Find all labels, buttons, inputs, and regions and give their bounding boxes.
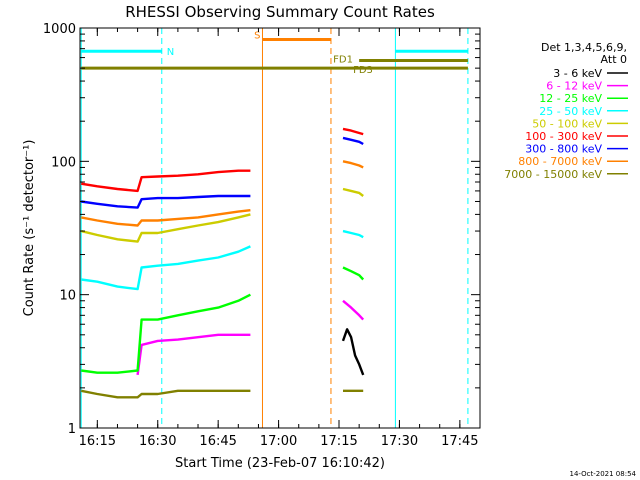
legend-entry-label: 3 - 6 keV — [553, 67, 602, 80]
legend-entry-label: 100 - 300 keV — [525, 130, 602, 143]
axis-ticks: 16:15 16:30 16:45 17:00 17:15 17:30 17:45 1 10 10… — [43, 22, 481, 449]
x-tick-label: 17:00 — [260, 434, 297, 449]
y-tick-label: 10 — [59, 289, 76, 304]
series-line-50-100-kev — [80, 187, 364, 243]
x-tick-label: 17:15 — [320, 434, 357, 449]
series-line-100-300-kev — [81, 127, 364, 193]
legend-entry-label: 7000 - 15000 keV — [504, 168, 602, 181]
y-axis-label: Count Rate (s⁻¹ detector⁻¹) — [22, 140, 37, 317]
series-line-6-12-kev — [136, 299, 365, 376]
timestamp: 14-Oct-2021 08:54 — [570, 470, 637, 478]
series-line-7000-15000-kev — [80, 389, 364, 399]
series-line-300-800-kev — [81, 136, 364, 209]
x-tick-label: 16:30 — [139, 434, 176, 449]
y-tick-label: 1 — [68, 422, 76, 437]
y-tick-label: 1000 — [43, 22, 76, 37]
legend-entry-label: 25 - 50 keV — [539, 105, 602, 118]
x-tick-label: 17:30 — [381, 434, 418, 449]
plot-frame — [79, 27, 481, 429]
legend-entry-label: 12 - 25 keV — [539, 92, 602, 105]
series-line-12-25-kev — [81, 266, 365, 374]
x-tick-label: 16:15 — [79, 434, 116, 449]
legend-entry-label: 800 - 7000 keV — [518, 155, 602, 168]
legend-entry-label: 50 - 100 keV — [532, 117, 602, 130]
y-tick-label: 100 — [51, 155, 76, 170]
legend-header: Det 1,3,4,5,6,9, — [541, 41, 627, 54]
x-axis-label: Start Time (23-Feb-07 16:10:42) — [175, 456, 385, 471]
flag-label: FD1 — [333, 55, 353, 66]
series-line-25-50-kev — [81, 229, 364, 291]
legend-header: Att 0 — [601, 53, 627, 66]
legend-entry-label: 6 - 12 keV — [546, 80, 602, 93]
chart-title: RHESSI Observing Summary Count Rates — [125, 3, 435, 21]
flag-label: FD3 — [353, 65, 373, 76]
x-tick-label: 17:45 — [441, 434, 478, 449]
legend-entry-label: 300 - 800 keV — [525, 143, 602, 156]
flag-label: N — [167, 47, 174, 58]
flag-label: S — [254, 30, 260, 41]
series-line-800-7000-kev — [80, 160, 364, 227]
x-tick-label: 16:45 — [199, 434, 236, 449]
series-line-3-6-kev — [341, 328, 365, 376]
